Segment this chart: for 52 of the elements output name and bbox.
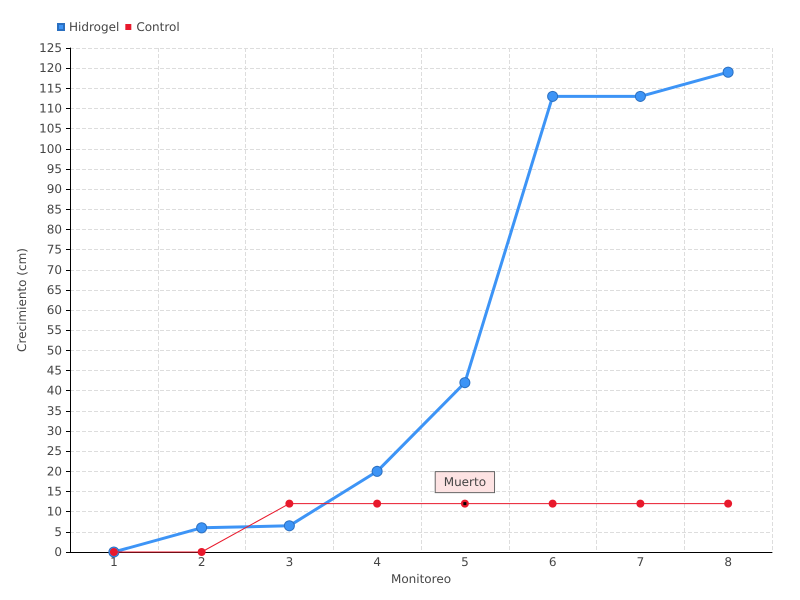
y-tick-label: 120 [39,61,62,76]
x-tick-label: 7 [636,555,644,569]
y-tick-label: 125 [39,41,62,55]
y-tick-label: 15 [46,484,62,499]
y-tick-label: 35 [46,404,62,418]
y-tick-label: 40 [46,384,62,398]
y-tick-label: 30 [46,424,62,438]
x-tick-label: 3 [286,555,294,569]
point [372,466,383,477]
legend-label: Hidrogel [69,20,120,34]
y-tick-label: 45 [46,364,62,378]
x-tick-label: 5 [461,555,469,569]
point [198,548,206,556]
x-tick-label: 2 [198,555,206,569]
y-tick-label: 10 [46,504,62,519]
x-tick-label: 4 [373,555,381,569]
point [636,500,644,508]
point [548,500,557,508]
y-tick-label: 105 [39,122,62,136]
y-tick-label: 55 [46,323,62,338]
y-tick-label: 110 [39,101,62,116]
legend-label: Control [136,20,180,34]
y-tick-label: 25 [46,444,62,458]
point [196,522,208,534]
point [547,90,558,102]
y-tick-label: 5 [54,524,62,539]
y-tick-label: 100 [39,142,62,156]
y-tick-label: 85 [46,202,62,216]
annotation: Muerto [444,475,486,490]
x-tick-label: 6 [548,555,556,569]
y-tick-label: 20 [46,464,62,478]
point [284,520,295,532]
point [459,377,470,388]
point [285,500,294,508]
y-tick-label: 115 [39,81,62,96]
x-tick-label: 1 [110,555,118,569]
y-tick-label: 0 [54,545,62,559]
y-tick-label: 65 [46,282,62,297]
point [724,500,732,508]
y-tick-label: 80 [46,222,62,236]
y-tick-label: 90 [46,182,62,196]
x-tick-label: 8 [724,555,732,569]
y-tick-label: 70 [46,262,62,277]
point [722,66,734,78]
y-tick-label: 75 [46,242,62,257]
x-axis-title: Monitoreo [390,572,452,586]
y-tick-label: 95 [46,162,62,176]
point [373,500,382,508]
point [634,90,646,102]
y-tick-label: 60 [46,303,62,318]
y-tick-label: 50 [46,343,62,358]
y-axis-title: Crecimiento (cm) [15,248,30,352]
